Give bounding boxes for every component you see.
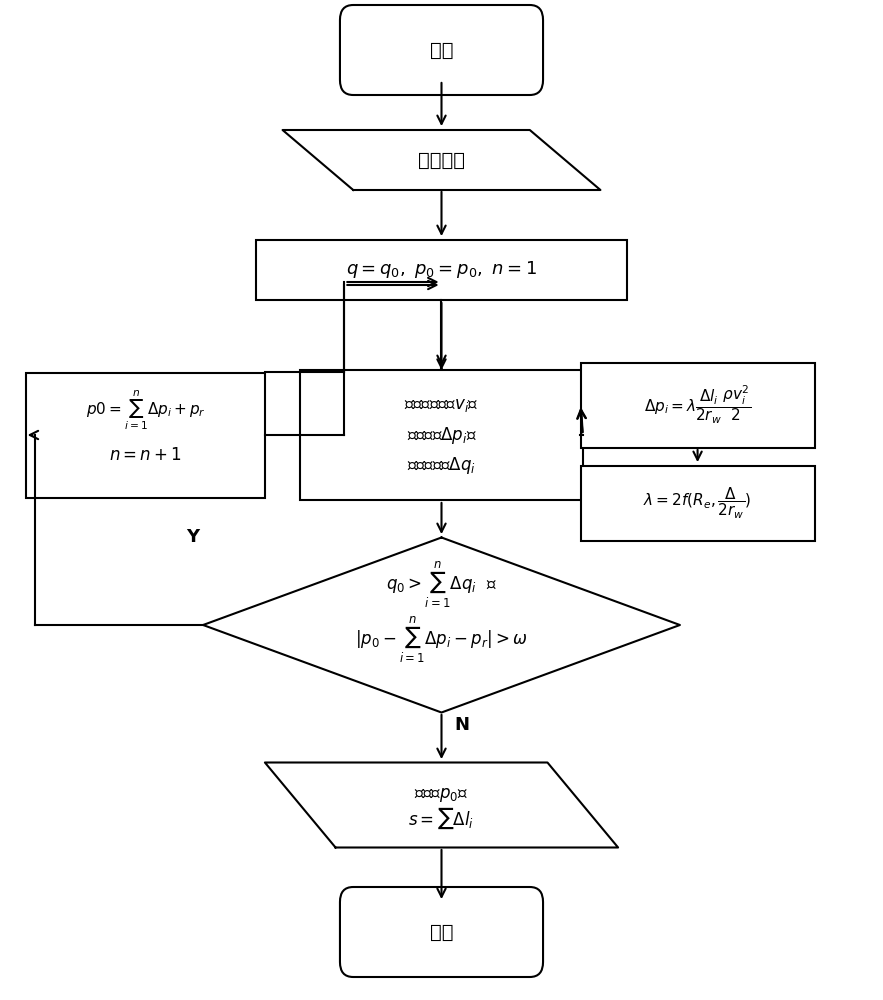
- Bar: [580, 362, 814, 448]
- Bar: [300, 370, 583, 500]
- Bar: [256, 240, 627, 300]
- FancyBboxPatch shape: [340, 887, 543, 977]
- Polygon shape: [203, 538, 680, 712]
- Text: 开始: 开始: [430, 40, 453, 60]
- FancyBboxPatch shape: [340, 5, 543, 95]
- Text: 各段滤失量$\Delta q_i$: 各段滤失量$\Delta q_i$: [407, 454, 476, 476]
- Text: $s=\sum\Delta l_i$: $s=\sum\Delta l_i$: [409, 805, 474, 831]
- Text: 输出：$p_0$，: 输出：$p_0$，: [414, 786, 469, 804]
- Text: $\Delta p_i = \lambda\dfrac{\Delta l_i}{2r_w}\dfrac{\rho v_i^2}{2}$: $\Delta p_i = \lambda\dfrac{\Delta l_i}{…: [644, 384, 751, 426]
- Text: 各段摩阻$\Delta p_i$；: 各段摩阻$\Delta p_i$；: [406, 424, 477, 446]
- Text: $q=q_0,\ p_0=p_0,\ n=1$: $q=q_0,\ p_0=p_0,\ n=1$: [346, 259, 537, 280]
- Polygon shape: [265, 762, 618, 848]
- Text: $|p_0-\sum_{i=1}^{n}\Delta p_i - p_r|>\omega$: $|p_0-\sum_{i=1}^{n}\Delta p_i - p_r|>\o…: [355, 615, 528, 665]
- Text: 计算流速各段$v_i$；: 计算流速各段$v_i$；: [404, 396, 479, 414]
- Text: $n=n+1$: $n=n+1$: [109, 446, 182, 464]
- Text: N: N: [455, 716, 470, 734]
- Text: 结束: 结束: [430, 922, 453, 942]
- Text: $p0=\sum_{i=1}^{n}\Delta p_i + p_r$: $p0=\sum_{i=1}^{n}\Delta p_i + p_r$: [86, 388, 206, 432]
- Text: 输入数据: 输入数据: [418, 150, 465, 169]
- Text: $q_0>\sum_{i=1}^{n}\Delta q_i$  或: $q_0>\sum_{i=1}^{n}\Delta q_i$ 或: [386, 560, 497, 610]
- Text: Y: Y: [186, 528, 199, 546]
- Text: $\lambda=2f(R_e,\dfrac{\Delta}{2r_w})$: $\lambda=2f(R_e,\dfrac{\Delta}{2r_w})$: [644, 485, 751, 521]
- Bar: [580, 466, 814, 540]
- Polygon shape: [283, 130, 600, 190]
- Bar: [26, 372, 265, 498]
